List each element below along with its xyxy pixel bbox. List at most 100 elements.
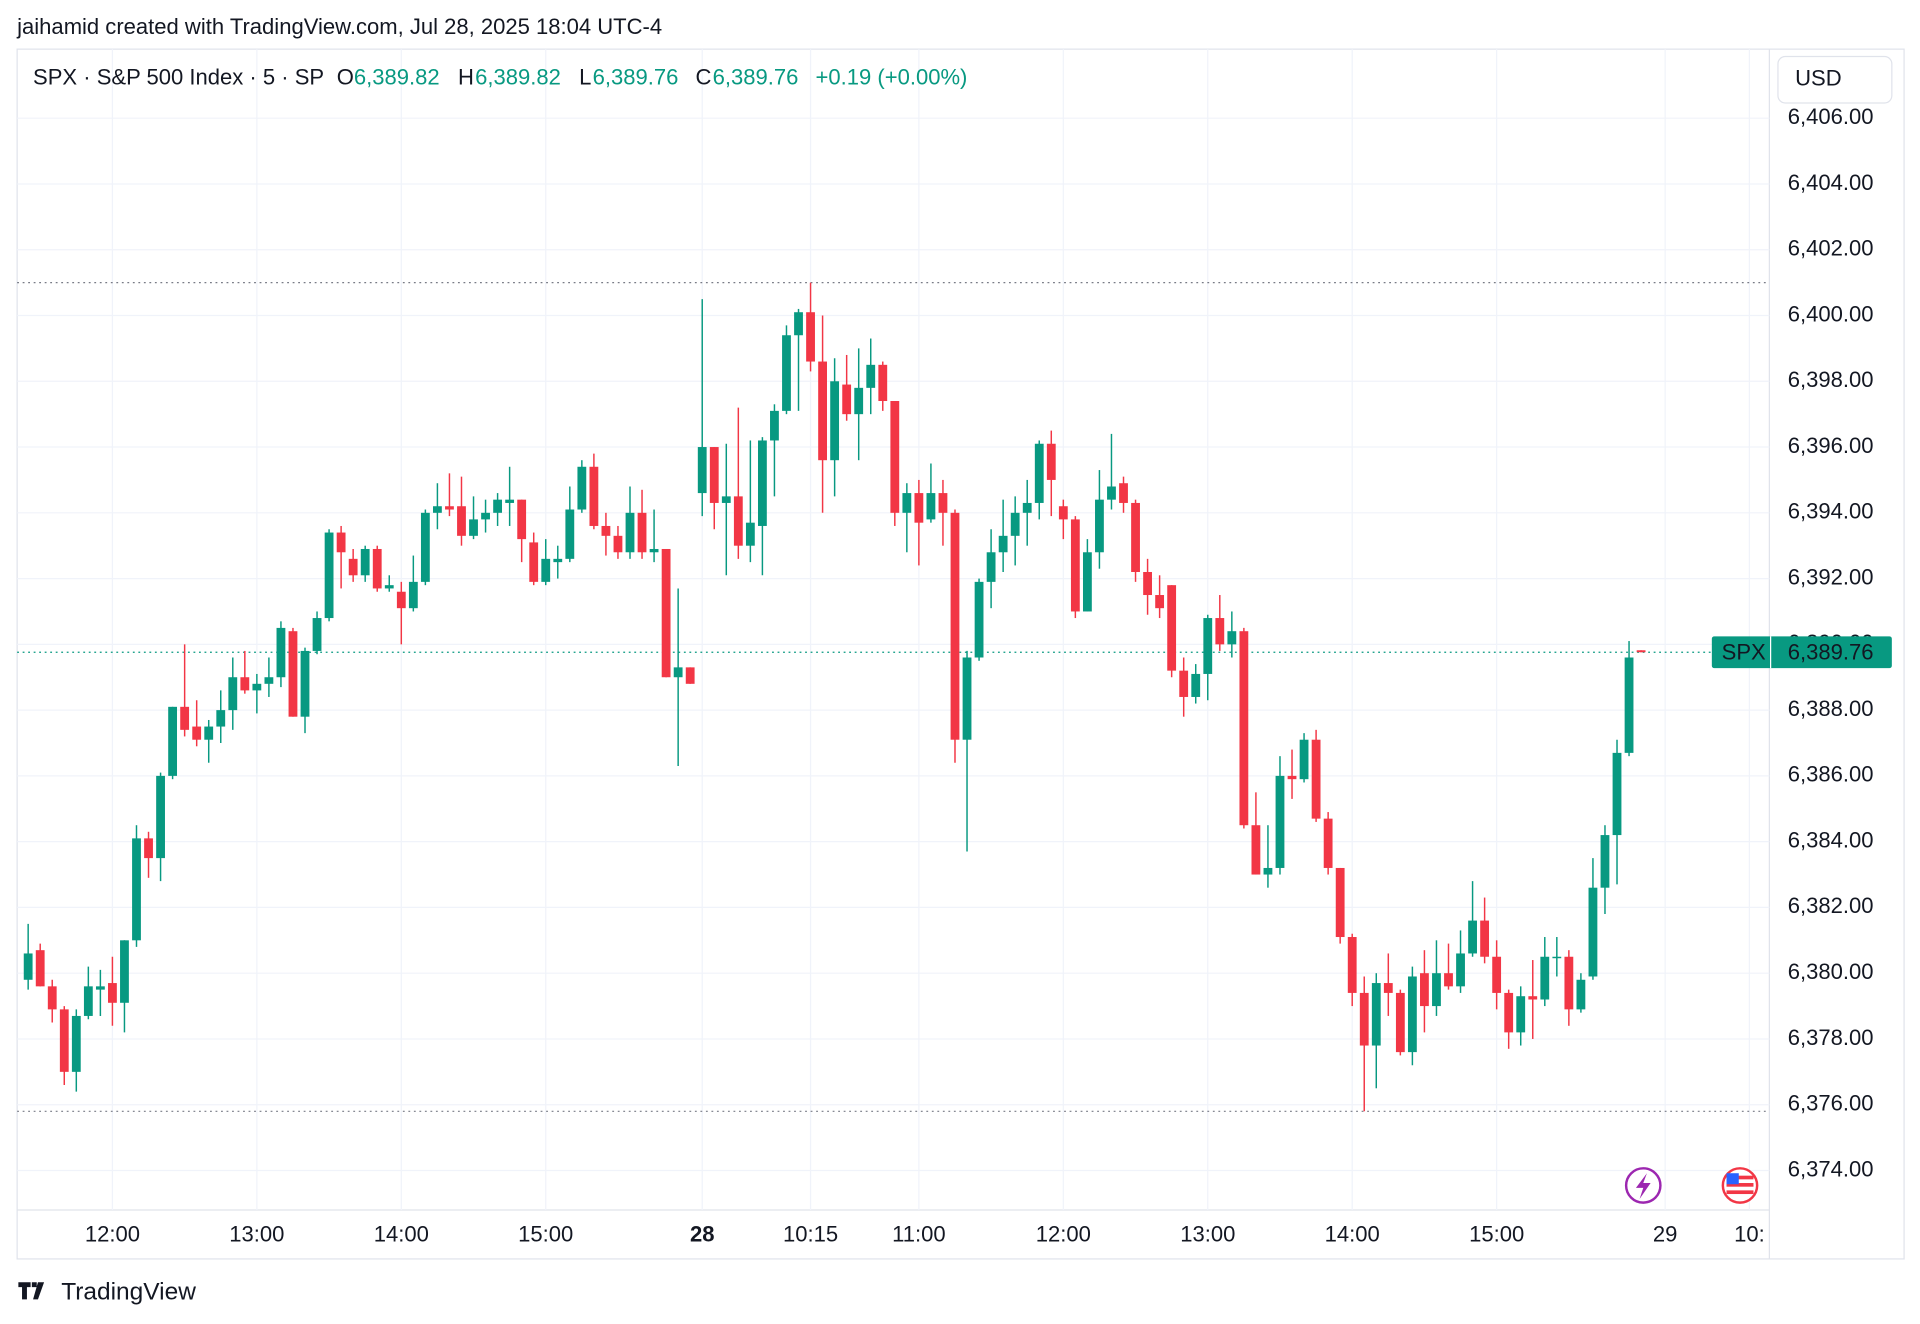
candle-body <box>806 312 815 362</box>
currency[interactable]: USD <box>1795 66 1842 91</box>
candle-body <box>782 335 791 411</box>
candle-body <box>108 983 117 1003</box>
y-tick-label: 6,396.00 <box>1788 433 1874 458</box>
legend-value: 6,389.76 <box>593 64 679 89</box>
flag-icon[interactable] <box>1721 1167 1759 1204</box>
candle-body <box>818 361 827 461</box>
candle-body <box>384 585 394 589</box>
candle-body <box>974 581 984 658</box>
candle-body <box>71 1015 81 1072</box>
candle-body <box>35 950 45 987</box>
candle-body <box>192 726 202 740</box>
x-tick-label: 15:00 <box>518 1222 573 1247</box>
candle-body <box>938 493 948 513</box>
candle-body <box>336 532 346 553</box>
candle-body <box>23 953 33 980</box>
candle-body <box>372 548 382 589</box>
x-tick-label: 10:15 <box>783 1222 838 1247</box>
y-tick-label: 6,402.00 <box>1788 236 1874 261</box>
attribution: jaihamid created with TradingView.com, J… <box>16 14 662 39</box>
candle-body <box>264 677 274 684</box>
x-tick-label: 15:00 <box>1469 1222 1524 1247</box>
candle-body <box>553 558 563 563</box>
candle-body <box>493 499 503 513</box>
candle-body <box>1552 956 1562 959</box>
x-tick-label: 14:00 <box>1325 1222 1380 1247</box>
candle-body <box>47 986 57 1010</box>
candle-body <box>1034 443 1044 503</box>
candle-body <box>481 512 490 520</box>
candle-body <box>517 499 527 540</box>
candle-body <box>204 726 214 740</box>
candle-body <box>601 525 611 536</box>
x-tick-label: 11:00 <box>892 1222 946 1247</box>
legend-key: C <box>696 64 712 89</box>
candle-body <box>1263 867 1273 875</box>
candle-body <box>1058 506 1068 520</box>
x-tick-label: 10: <box>1734 1222 1765 1247</box>
candle-body <box>360 548 370 576</box>
candle-body <box>1311 739 1321 819</box>
candle-body <box>1600 835 1610 888</box>
candle-body <box>1540 956 1550 1000</box>
candle-body <box>1564 956 1574 1010</box>
legend-value: 6,389.82 <box>354 64 440 89</box>
candle-body <box>457 506 466 536</box>
candle-body <box>1179 670 1189 697</box>
candle-body <box>1576 979 1586 1010</box>
candle-body <box>1492 956 1502 993</box>
candle-body <box>1155 595 1165 609</box>
candle-body <box>1359 992 1369 1046</box>
legend-key: L <box>579 64 591 89</box>
y-tick-label: 6,376.00 <box>1788 1091 1874 1116</box>
x-tick-label: 14:00 <box>374 1222 429 1247</box>
legend-value: 6,389.76 <box>713 64 799 89</box>
candle-body <box>1287 775 1297 780</box>
candle-body <box>1456 953 1465 987</box>
candle-body <box>673 667 683 678</box>
candle-body <box>637 512 647 553</box>
candle-body <box>733 496 743 546</box>
candle-body <box>685 667 695 684</box>
candle-body <box>1203 618 1213 674</box>
legend-key: H <box>458 64 474 89</box>
y-tick-label: 6,398.00 <box>1788 367 1874 392</box>
candle-body <box>565 509 575 559</box>
candle-body <box>1371 983 1381 1046</box>
price-tag-label: 6,389.76 <box>1788 639 1874 664</box>
candle-body <box>926 493 936 520</box>
candle-body <box>1528 996 1538 1000</box>
candle-body <box>1299 739 1309 780</box>
y-tick-label: 6,382.00 <box>1788 893 1874 918</box>
currency-button[interactable] <box>1777 55 1893 104</box>
candle-body <box>902 493 912 513</box>
candle-body <box>757 440 767 526</box>
candle-body <box>59 1009 69 1072</box>
candle-body <box>120 940 129 1003</box>
x-tick-label: 13:00 <box>229 1222 284 1247</box>
candle-body <box>1131 502 1140 573</box>
candle-body <box>577 466 587 510</box>
candle-body <box>144 838 153 859</box>
y-tick-label: 6,400.00 <box>1788 301 1874 326</box>
candle-body <box>914 493 924 523</box>
lightning-icon[interactable] <box>1624 1167 1662 1204</box>
logo <box>18 1282 45 1300</box>
candle-body <box>1119 483 1128 503</box>
candle-body <box>830 381 840 461</box>
candle-body <box>1239 631 1249 826</box>
candle-body <box>288 631 298 717</box>
candle-body <box>180 706 190 730</box>
candle-body <box>770 410 779 441</box>
candle-body <box>589 466 599 526</box>
candle-body <box>1383 983 1393 993</box>
candle-body <box>1251 825 1261 875</box>
candle-body <box>1167 585 1177 671</box>
legend-symbol: SPX · S&P 500 Index · 5 · SP <box>33 64 324 89</box>
candle-body <box>83 986 93 1016</box>
candle-body <box>745 522 755 546</box>
candle-body <box>132 838 141 941</box>
y-tick-label: 6,384.00 <box>1788 827 1874 852</box>
x-tick-label: 29 <box>1653 1222 1678 1247</box>
